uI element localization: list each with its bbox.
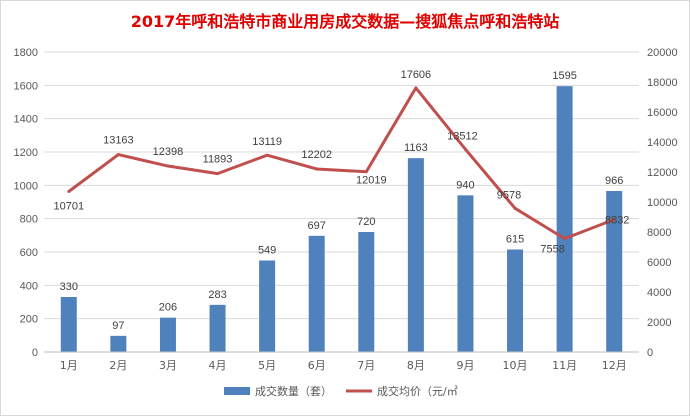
- bars: 330 97 206 283 549 697 720 1163 940 615 1595 966: [60, 70, 623, 353]
- line-value-label: 13119: [252, 136, 282, 148]
- bar-value-label: 1595: [552, 70, 576, 82]
- right-tick-label: 8000: [647, 227, 671, 239]
- right-tick-label: 20000: [647, 47, 678, 59]
- bar: [606, 191, 623, 352]
- line-value-label: 11893: [203, 154, 233, 166]
- legend-line-label: 成交均价（元/㎡: [377, 384, 458, 398]
- bar-value-label: 206: [159, 302, 177, 314]
- bar: [457, 195, 474, 352]
- bar: [358, 232, 375, 352]
- bar: [60, 297, 77, 352]
- price-line: 10701 13163 12398 11893 13119 12202 12019 17606…: [53, 69, 629, 256]
- bar-value-label: 940: [456, 179, 474, 191]
- x-tick-label: 3月: [159, 359, 177, 372]
- line-value-label: 10701: [53, 200, 84, 212]
- right-tick-label: 0: [647, 347, 653, 359]
- right-tick-label: 14000: [647, 137, 678, 149]
- grid: [44, 51, 639, 353]
- x-tick-label: 1月: [60, 359, 78, 372]
- legend-bar-label: 成交数量（套）: [255, 384, 332, 398]
- line-value-label: 13163: [103, 135, 134, 147]
- left-tick-label: 1400: [14, 114, 38, 126]
- line-value-label: 9578: [497, 189, 521, 201]
- x-tick-label: 9月: [456, 359, 474, 372]
- bar-value-label: 549: [258, 245, 276, 257]
- x-tick-label: 5月: [258, 359, 276, 372]
- right-tick-label: 6000: [647, 257, 671, 269]
- right-tick-label: 12000: [647, 167, 678, 179]
- left-axis: 0 200 400 600 800 1000 1200 1400 1600 1800: [14, 47, 38, 359]
- left-tick-label: 1000: [14, 180, 38, 192]
- chart-title: 2017年呼和浩特市商业用房成交数据—搜狐焦点呼和浩特站: [131, 12, 560, 31]
- line-value-label: 7558: [540, 244, 564, 256]
- x-tick-label: 4月: [209, 359, 227, 372]
- line-value-label: 8832: [605, 215, 629, 227]
- left-tick-label: 800: [20, 214, 38, 226]
- x-axis: 1月 2月 3月 4月 5月 6月 7月 8月 9月 10月 11月 12月: [44, 351, 639, 372]
- x-tick-label: 11月: [552, 359, 577, 372]
- right-tick-label: 4000: [647, 287, 671, 299]
- x-tick-label: 10月: [503, 359, 528, 372]
- left-tick-label: 200: [20, 314, 38, 326]
- legend-bar-swatch: [224, 387, 250, 395]
- bar-value-label: 720: [357, 216, 375, 228]
- right-axis: 0 2000 4000 6000 8000 10000 12000 14000 16000 180…: [647, 47, 678, 359]
- bar-value-label: 97: [112, 320, 124, 332]
- line-point: [315, 167, 319, 171]
- line-series: [67, 86, 615, 241]
- line-value-label: 12019: [356, 175, 387, 187]
- line-value-label: 13512: [447, 130, 478, 142]
- bar: [259, 260, 276, 352]
- x-tick-label: 8月: [407, 359, 425, 372]
- line-point: [463, 147, 467, 151]
- left-tick-label: 600: [20, 247, 38, 259]
- right-tick-label: 10000: [647, 197, 678, 209]
- line-point: [563, 237, 567, 241]
- x-tick-label: 7月: [357, 359, 375, 372]
- bar: [308, 235, 325, 352]
- line-point: [265, 153, 269, 157]
- x-tick-label: 12月: [602, 359, 627, 372]
- line-point: [414, 86, 418, 90]
- left-tick-label: 1600: [14, 80, 38, 92]
- line-value-label: 12398: [153, 146, 184, 158]
- line-point: [513, 206, 517, 210]
- bar: [556, 86, 573, 353]
- bar: [110, 335, 127, 352]
- bar-value-label: 966: [605, 175, 623, 187]
- bar: [407, 158, 424, 352]
- legend: 成交数量（套） 成交均价（元/㎡: [224, 384, 458, 398]
- right-tick-label: 18000: [647, 77, 678, 89]
- left-tick-label: 1800: [14, 47, 38, 59]
- bar-value-label: 615: [506, 234, 524, 246]
- bar: [507, 249, 524, 352]
- left-tick-label: 1200: [14, 147, 38, 159]
- x-tick-label: 2月: [109, 359, 127, 372]
- bar: [159, 317, 176, 352]
- line-point: [116, 153, 120, 157]
- line-value-label: 12202: [301, 149, 332, 161]
- line-value-label: 17606: [401, 69, 432, 81]
- left-tick-label: 0: [32, 347, 38, 359]
- bar-value-label: 283: [208, 289, 226, 301]
- bar-value-label: 330: [60, 281, 78, 293]
- line-point: [216, 172, 220, 176]
- line-point: [612, 218, 616, 222]
- bar-value-label: 697: [308, 220, 326, 232]
- line-point: [166, 164, 170, 168]
- line-point: [67, 189, 71, 193]
- x-tick-label: 6月: [308, 359, 326, 372]
- right-tick-label: 16000: [647, 107, 678, 119]
- bar: [209, 304, 226, 352]
- line-point: [364, 170, 368, 174]
- bar-value-label: 1163: [404, 142, 428, 154]
- left-tick-label: 400: [20, 280, 38, 292]
- right-tick-label: 2000: [647, 317, 671, 329]
